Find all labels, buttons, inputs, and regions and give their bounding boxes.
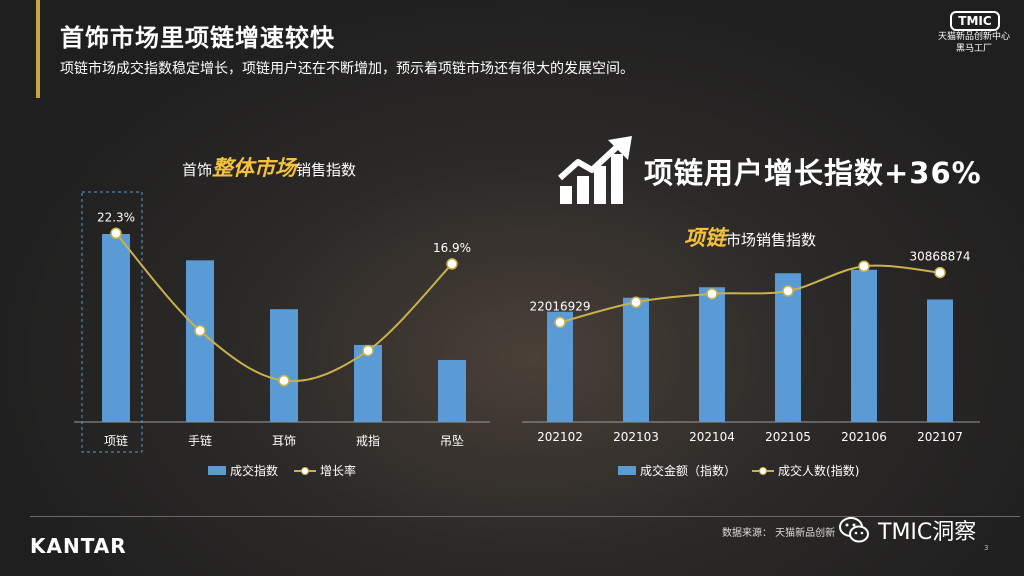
- x-tick-label: 戒指: [356, 433, 380, 448]
- data-label: 30868874: [909, 250, 970, 264]
- data-label: 16.9%: [433, 241, 471, 255]
- chart-bar: [186, 260, 214, 422]
- tmic-logo-line1: 天猫新品创新中心: [937, 32, 1010, 42]
- page-title: 首饰市场里项链增速较快: [60, 24, 335, 52]
- legend-bar-swatch: [618, 466, 636, 475]
- chart-bar: [102, 234, 130, 422]
- x-tick-label: 202107: [917, 430, 963, 444]
- legend-line-label: 成交人数(指数): [778, 464, 860, 478]
- page-number: 3: [984, 544, 989, 552]
- left-chart-title: 首饰整体市场销售指数: [182, 152, 356, 182]
- footer-divider: [30, 516, 1020, 517]
- chart-bar: [927, 299, 953, 422]
- x-tick-label: 202102: [537, 430, 583, 444]
- chart-bar: [270, 309, 298, 422]
- kantar-logo: KANTAR: [30, 534, 127, 558]
- left-chart-legend: 成交指数 增长率: [208, 462, 356, 479]
- headline-growth: 项链用户增长指数+36%: [644, 156, 982, 190]
- series-line: [559, 264, 941, 324]
- line-point: [706, 288, 718, 300]
- legend-line-swatch: [294, 466, 317, 476]
- line-point: [446, 258, 458, 270]
- right-chart-legend: 成交金额（指数） 成交人数(指数): [618, 462, 859, 479]
- left-chart-title-accent: 整体市场: [212, 156, 297, 180]
- line-point: [278, 374, 290, 387]
- x-tick-label: 项链: [104, 433, 128, 448]
- chart-bar: [699, 287, 725, 422]
- legend-line-label: 增长率: [320, 464, 357, 478]
- line-point: [630, 296, 642, 308]
- line-point: [110, 227, 122, 240]
- left-chart-title-prefix: 首饰: [182, 161, 213, 179]
- legend-bar-label: 成交指数: [230, 464, 279, 478]
- chart-bar: [851, 269, 877, 422]
- legend-line-swatch: [752, 466, 775, 476]
- tmic-logo-line2: 黑马工厂: [955, 44, 992, 54]
- data-source: 数据来源： 天猫新品创新: [722, 528, 836, 539]
- x-tick-label: 手链: [188, 433, 212, 448]
- right-chart-title: 项链市场销售指数: [684, 222, 816, 252]
- growth-chart-icon: [558, 136, 632, 204]
- x-tick-label: 吊坠: [440, 434, 464, 448]
- chart-bar: [547, 311, 573, 422]
- line-point: [362, 344, 374, 357]
- watermark: TMIC洞察: [838, 514, 976, 546]
- x-tick-label: 202105: [765, 430, 811, 444]
- right-chart-title-suffix: 市场销售指数: [726, 231, 817, 249]
- title-accent-bar: [36, 0, 40, 98]
- line-point: [782, 285, 794, 297]
- right-chart-title-accent: 项链: [684, 226, 726, 250]
- x-tick-label: 202104: [689, 430, 735, 444]
- legend-bar-label: 成交金额（指数）: [640, 464, 737, 478]
- data-label: 22016929: [529, 299, 590, 313]
- x-tick-label: 202106: [841, 430, 887, 444]
- chart-bar: [438, 359, 466, 422]
- tmic-logo-badge: TMIC: [950, 11, 1000, 31]
- wechat-icon: [839, 517, 869, 543]
- tmic-logo: TMIC 天猫新品创新中心 黑马工厂: [926, 10, 1022, 55]
- watermark-text: TMIC洞察: [878, 520, 977, 545]
- legend-bar-swatch: [208, 466, 226, 475]
- line-point: [934, 266, 946, 279]
- line-point: [194, 325, 206, 337]
- x-tick-label: 202103: [613, 430, 659, 444]
- highlight-box: [81, 191, 143, 453]
- chart-bar: [623, 297, 649, 422]
- chart-bar: [775, 273, 801, 422]
- data-label: 22.3%: [97, 210, 135, 224]
- line-point: [858, 260, 870, 272]
- x-tick-label: 耳饰: [272, 434, 296, 448]
- left-chart-title-suffix: 销售指数: [296, 161, 357, 179]
- page-subtitle: 项链市场成交指数稳定增长，项链用户还在不断增加，预示着项链市场还有很大的发展空间…: [60, 61, 634, 77]
- line-point: [554, 316, 566, 329]
